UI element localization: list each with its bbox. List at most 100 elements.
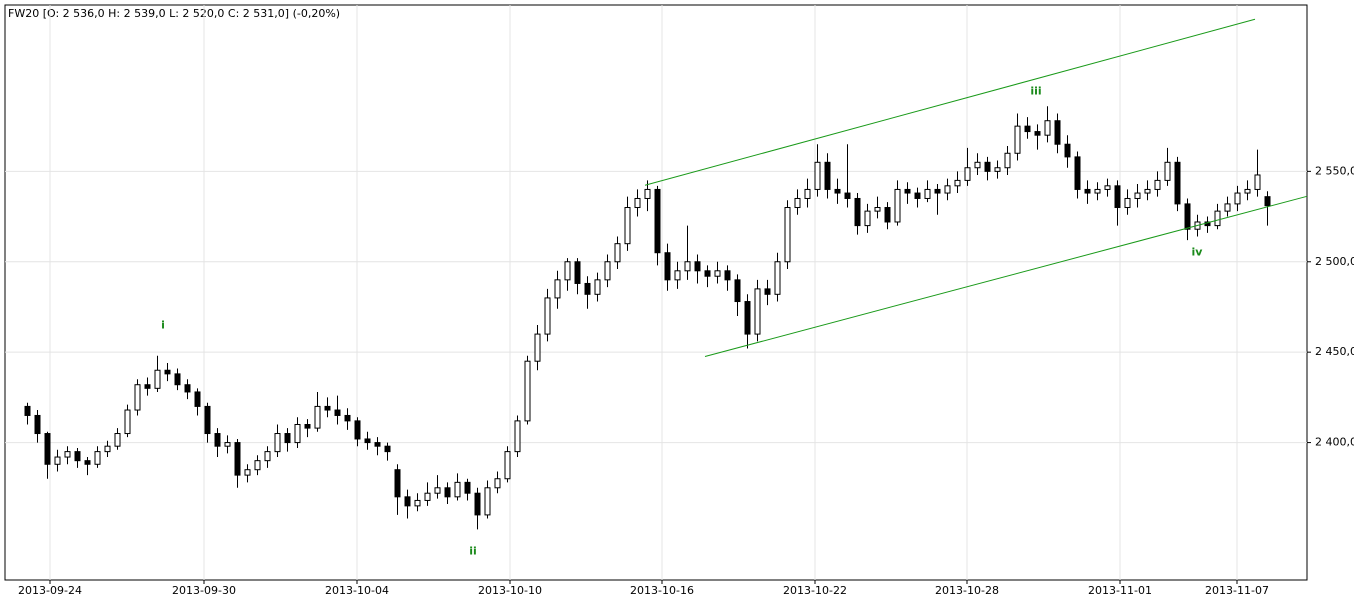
candle-body xyxy=(974,161,981,169)
candle-body xyxy=(774,261,781,295)
candle-body xyxy=(284,433,291,444)
x-tick-label: 2013-10-28 xyxy=(935,584,999,597)
candle-body xyxy=(254,460,261,471)
wave-label: iv xyxy=(1192,245,1204,258)
candle-body xyxy=(674,270,681,281)
x-tick-label: 2013-10-04 xyxy=(325,584,389,597)
candle-body xyxy=(764,288,771,295)
candle-body xyxy=(684,261,691,272)
candle-body xyxy=(614,243,621,263)
candle-body xyxy=(164,369,171,375)
candle-body xyxy=(124,409,131,435)
candle-body xyxy=(514,420,521,453)
candle-body xyxy=(844,192,851,199)
candle-body xyxy=(704,270,711,277)
candle-body xyxy=(1054,120,1061,145)
candle-body xyxy=(1224,203,1231,212)
candle-body xyxy=(894,188,901,223)
candle-body xyxy=(624,207,631,245)
candle-body xyxy=(1064,143,1071,158)
candle-body xyxy=(1114,185,1121,209)
candle-body xyxy=(964,167,971,181)
candle-body xyxy=(244,469,251,476)
candle-body xyxy=(34,414,41,435)
candle-body xyxy=(544,297,551,335)
candle-body xyxy=(864,210,871,227)
candle-body xyxy=(114,433,121,447)
candle-body xyxy=(874,207,881,212)
candle-body xyxy=(204,405,211,435)
candle-body xyxy=(994,167,1001,172)
candle-body xyxy=(1244,188,1251,194)
wave-label: i xyxy=(161,318,165,331)
x-tick-label: 2013-11-01 xyxy=(1088,584,1152,597)
x-tick-label: 2013-09-30 xyxy=(172,584,236,597)
x-tick-label: 2013-10-16 xyxy=(630,584,694,597)
candle-body xyxy=(214,433,221,447)
candle-body xyxy=(1144,188,1151,194)
candle-body xyxy=(1024,125,1031,133)
candle-body xyxy=(794,197,801,209)
candle-body xyxy=(554,279,561,299)
candle-body xyxy=(934,188,941,194)
trend-line xyxy=(704,195,1308,357)
candle-body xyxy=(494,478,501,489)
candle-body xyxy=(664,252,671,281)
candle-body xyxy=(754,288,761,335)
candle-body xyxy=(304,423,311,429)
candle-body xyxy=(474,492,481,516)
candle-body xyxy=(84,460,91,465)
trend-line xyxy=(644,18,1256,186)
candle-body xyxy=(424,492,431,501)
candle-body xyxy=(1254,174,1261,190)
candle-body xyxy=(1264,196,1271,207)
candle-body xyxy=(724,270,731,281)
candle-body xyxy=(814,161,821,190)
candle-body xyxy=(384,445,391,453)
candle-body xyxy=(1164,161,1171,181)
candle-body xyxy=(394,469,401,498)
candle-body xyxy=(364,438,371,444)
candle-body xyxy=(954,179,961,187)
candle-body xyxy=(1084,188,1091,194)
candle-body xyxy=(944,185,951,194)
candle-body xyxy=(884,207,891,223)
candle-body xyxy=(1214,210,1221,227)
candle-body xyxy=(634,197,641,209)
candle-body xyxy=(1174,161,1181,205)
candle-body xyxy=(354,420,361,440)
candle-body xyxy=(234,442,241,476)
candle-body xyxy=(404,496,411,507)
candle-body xyxy=(1074,156,1081,190)
candle-body xyxy=(824,161,831,190)
candle-body xyxy=(1014,125,1021,154)
candle-body xyxy=(1004,152,1011,169)
candle-body xyxy=(564,261,571,281)
candle-body xyxy=(314,405,321,429)
candle-body xyxy=(334,409,341,416)
candle-body xyxy=(604,261,611,281)
candle-body xyxy=(54,456,61,465)
candle-body xyxy=(144,384,151,389)
candle-body xyxy=(1094,188,1101,194)
candle-body xyxy=(1154,179,1161,190)
candle-body xyxy=(1234,192,1241,205)
candle-body xyxy=(1184,203,1191,230)
candle-body xyxy=(24,405,31,416)
candle-body xyxy=(904,188,911,194)
candle-body xyxy=(534,333,541,362)
candle-body xyxy=(854,197,861,227)
candle-body xyxy=(134,384,141,411)
candle-body xyxy=(924,188,931,199)
candle-body xyxy=(584,282,591,295)
candle-body xyxy=(714,270,721,277)
candle-body xyxy=(834,188,841,194)
candle-body xyxy=(94,451,101,465)
candle-body xyxy=(444,487,451,498)
candle-body xyxy=(744,301,751,335)
candle-body xyxy=(504,451,511,480)
x-tick-label: 2013-11-07 xyxy=(1205,584,1269,597)
candle-body xyxy=(984,161,991,172)
candle-body xyxy=(654,188,661,254)
